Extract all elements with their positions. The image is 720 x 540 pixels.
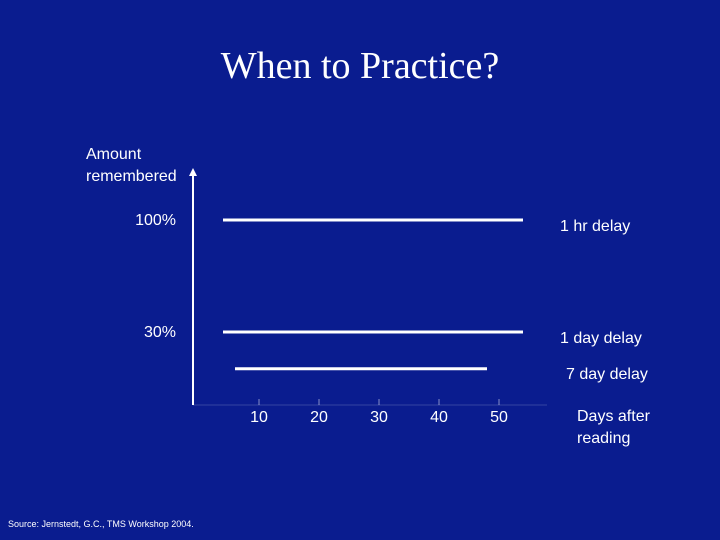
x-axis-label: Days after reading bbox=[577, 406, 650, 450]
source-citation: Source: Jernstedt, G.C., TMS Workshop 20… bbox=[8, 519, 194, 529]
x-axis-label-line-1: Days after bbox=[577, 408, 650, 425]
y-tick-label-30: 30% bbox=[144, 324, 176, 341]
series-label-7-day-delay: 7 day delay bbox=[566, 366, 648, 383]
x-tick-label-50: 50 bbox=[490, 409, 508, 426]
x-tick-label-30: 30 bbox=[370, 409, 388, 426]
slide-title: When to Practice? bbox=[220, 45, 500, 87]
y-axis-label-line-2: remembered bbox=[86, 168, 177, 185]
x-axis-label-line-2: reading bbox=[577, 430, 631, 447]
x-tick-label-20: 20 bbox=[310, 409, 328, 426]
series-label-1-hr-delay: 1 hr delay bbox=[560, 218, 630, 235]
y-axis-label-line-1: Amount bbox=[86, 146, 142, 163]
x-tick-label-40: 40 bbox=[430, 409, 448, 426]
series-label-1-day-delay: 1 day delay bbox=[560, 330, 642, 347]
y-axis-label: Amount remembered bbox=[86, 144, 177, 188]
x-tick-label-10: 10 bbox=[250, 409, 268, 426]
y-axis-arrow-icon bbox=[189, 168, 197, 176]
y-tick-label-100: 100% bbox=[135, 212, 176, 229]
